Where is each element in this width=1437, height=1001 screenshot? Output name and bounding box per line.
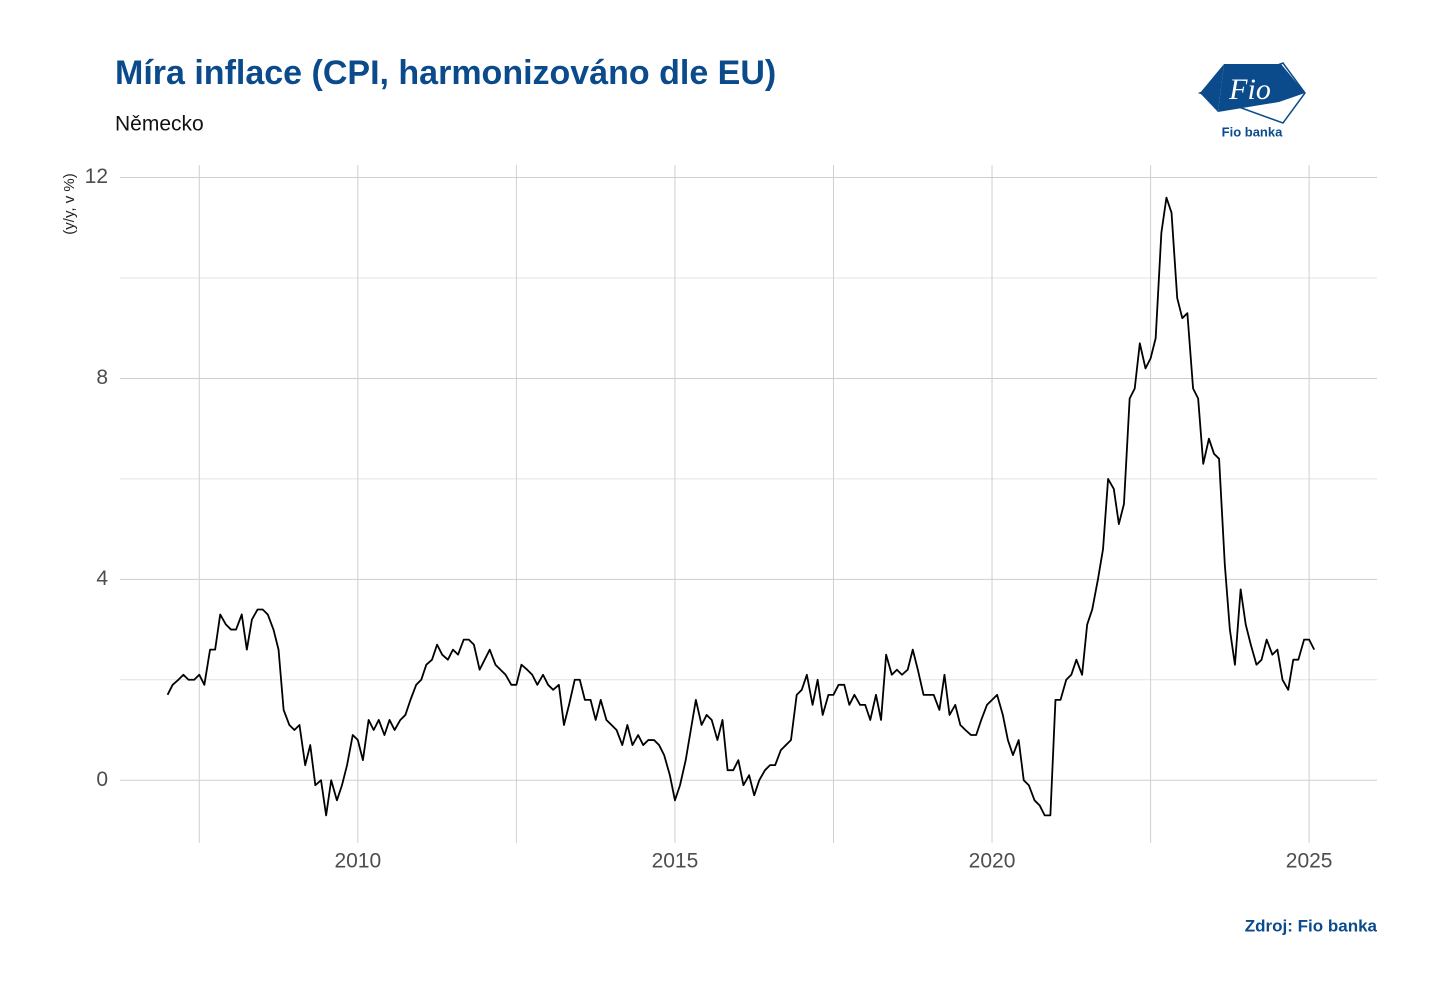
y-tick-label: 0 [96, 768, 108, 791]
grid [120, 165, 1377, 843]
y-tick-label: 4 [96, 567, 108, 590]
source-note: Zdroj: Fio banka [1245, 916, 1378, 935]
y-tick-label: 8 [96, 366, 108, 389]
x-tick-label: 2025 [1286, 850, 1333, 873]
logo-mark: Fio [1228, 73, 1271, 106]
y-tick-label: 12 [85, 165, 108, 188]
logo-name: Fio banka [1222, 124, 1283, 139]
chart-subtitle: Německo [115, 113, 204, 136]
logo: Fio Fio banka [1197, 62, 1306, 139]
x-tick-label: 2015 [652, 850, 699, 873]
data-line [166, 196, 1316, 817]
logo-shape [1218, 64, 1305, 112]
y-axis-label: (y/y, v %) [61, 173, 78, 234]
x-tick-label: 2020 [969, 850, 1016, 873]
plot-area [166, 196, 1316, 817]
chart-title: Míra inflace (CPI, harmonizováno dle EU) [115, 54, 776, 92]
logo-tip [1200, 64, 1224, 112]
x-tick-label: 2010 [334, 850, 381, 873]
